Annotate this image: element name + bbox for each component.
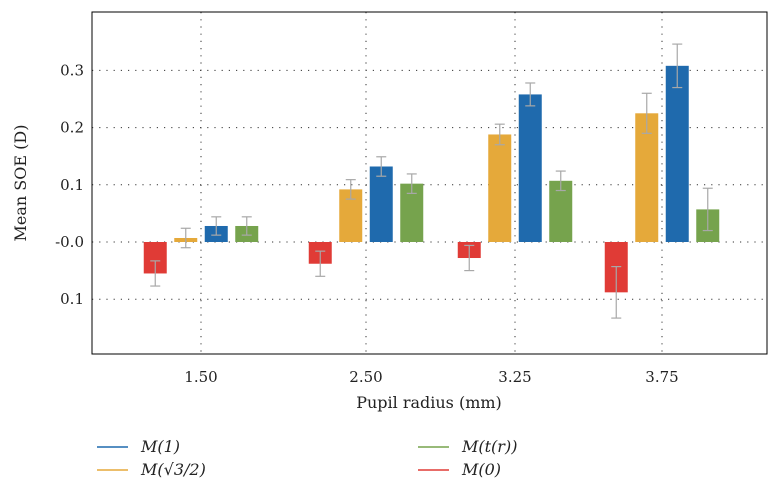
error-bars-layer <box>150 43 713 319</box>
error-bar <box>611 265 622 319</box>
x-tick-label: 1.50 <box>184 368 217 386</box>
bar <box>635 113 659 242</box>
legend-label: M(1) <box>140 437 180 456</box>
error-bar <box>525 82 536 107</box>
bar <box>665 65 689 242</box>
error-bar <box>494 123 505 146</box>
y-axis-title: Mean SOE (D) <box>11 125 30 242</box>
x-axis-title: Pupil radius (mm) <box>356 393 502 412</box>
bar <box>143 242 167 274</box>
x-tick-label: 2.50 <box>349 368 382 386</box>
error-bar <box>211 216 222 236</box>
plot-frame <box>91 11 768 355</box>
x-tick-label: 3.75 <box>645 368 678 386</box>
error-bar <box>180 227 191 249</box>
bar <box>488 134 512 242</box>
legend-entry: M(0) <box>418 460 501 479</box>
y-tick-label: -0.0 <box>55 233 84 251</box>
y-tick-labels: 0.3 0.2 0.1 -0.0 0.1 <box>55 61 84 308</box>
y-tick-label: 0.1 <box>60 176 84 194</box>
error-bar <box>150 260 161 287</box>
legend-label: M(0) <box>461 460 501 479</box>
error-bar <box>406 173 417 194</box>
bars-layer <box>143 65 720 293</box>
error-bar <box>241 216 252 236</box>
error-bar <box>641 92 652 134</box>
legend: M(1) M(t(r)) M(√3/2) M(0) <box>97 437 517 479</box>
legend-entry: M(√3/2) <box>97 460 206 479</box>
error-bar <box>672 43 683 89</box>
error-bar <box>555 170 566 192</box>
error-bar <box>376 156 387 177</box>
legend-entry: M(1) <box>97 437 180 456</box>
bar <box>339 189 363 242</box>
legend-label: M(t(r)) <box>461 437 517 456</box>
legend-entry: M(t(r)) <box>418 437 517 456</box>
y-tick-label: 0.2 <box>60 119 84 137</box>
bar <box>518 94 542 242</box>
legend-label: M(√3/2) <box>140 460 206 479</box>
x-tick-label: 3.25 <box>498 368 531 386</box>
error-bar <box>702 187 713 232</box>
bar <box>369 166 393 242</box>
error-bar <box>464 244 475 272</box>
y-tick-label: 0.1 <box>60 290 84 308</box>
bar <box>549 180 573 242</box>
error-bar <box>345 179 356 200</box>
bar <box>400 183 424 242</box>
y-tick-label: 0.3 <box>60 61 84 79</box>
x-tick-labels: 1.50 2.50 3.25 3.75 <box>184 368 678 386</box>
error-bar <box>315 250 326 277</box>
